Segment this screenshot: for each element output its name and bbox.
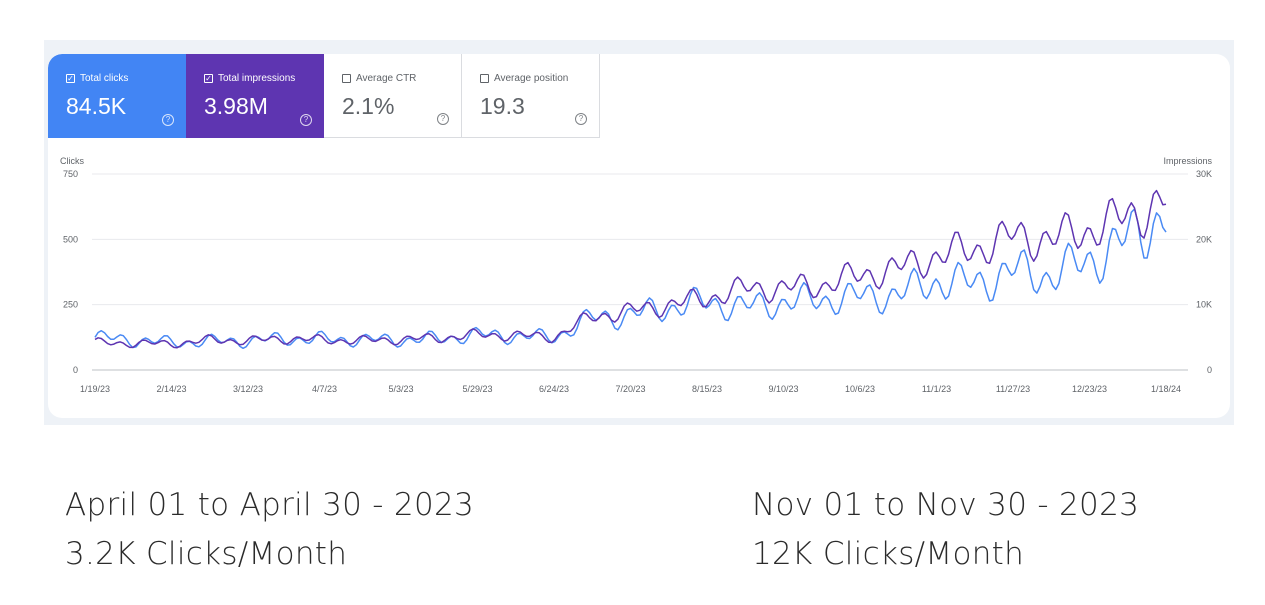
x-tick-label: 11/27/23 [996, 384, 1030, 394]
x-tick-label: 9/10/23 [768, 384, 798, 394]
x-tick-label: 8/15/23 [692, 384, 722, 394]
x-tick-label: 2/14/23 [156, 384, 186, 394]
left-date-range: April 01 to April 30 - 2023 [65, 487, 475, 523]
right-tick-label: 20K [1196, 234, 1212, 244]
right-tick-label: 10K [1196, 300, 1212, 310]
checkbox-unchecked-icon[interactable] [480, 74, 489, 83]
metric-tabs: ✓ Total clicks 84.5K ? ✓ Total impressions… [48, 54, 600, 138]
x-tick-label: 5/29/23 [462, 384, 492, 394]
left-tick-label: 0 [73, 365, 78, 375]
x-tick-label: 12/23/23 [1072, 384, 1107, 394]
x-tick-label: 3/12/23 [233, 384, 263, 394]
left-axis-title: Clicks [60, 156, 84, 166]
x-tick-label: 7/20/23 [615, 384, 645, 394]
help-icon[interactable]: ? [162, 114, 174, 126]
x-tick-label: 11/1/23 [922, 384, 951, 394]
series-line-clicks [94, 208, 1167, 350]
metric-total-clicks[interactable]: ✓ Total clicks 84.5K ? [48, 54, 186, 138]
metric-label: Total clicks [80, 73, 129, 84]
performance-card: ✓ Total clicks 84.5K ? ✓ Total impressions… [48, 54, 1230, 418]
right-clicks-stat: 12K Clicks/Month [752, 536, 1025, 572]
left-tick-label: 500 [63, 234, 78, 244]
x-tick-label: 4/7/23 [312, 384, 337, 394]
metric-value: 19.3 [480, 93, 525, 119]
series-line-impressions [94, 189, 1167, 349]
right-tick-label: 0 [1207, 365, 1212, 375]
left-tick-label: 250 [63, 300, 78, 310]
right-axis-title: Impressions [1163, 156, 1212, 166]
x-tick-label: 6/24/23 [539, 384, 569, 394]
metric-value: 3.98M [204, 93, 268, 119]
right-date-range: Nov 01 to Nov 30 - 2023 [752, 487, 1140, 523]
metric-average-position[interactable]: Average position 19.3 ? [462, 54, 600, 138]
right-tick-label: 30K [1196, 169, 1212, 179]
checkbox-checked-icon[interactable]: ✓ [66, 74, 75, 83]
x-tick-label: 10/6/23 [845, 384, 875, 394]
help-icon[interactable]: ? [575, 113, 587, 125]
metric-total-impressions[interactable]: ✓ Total impressions 3.98M ? [186, 54, 324, 138]
performance-panel: ✓ Total clicks 84.5K ? ✓ Total impressions… [44, 40, 1234, 425]
metric-label: Average CTR [356, 73, 417, 84]
help-icon[interactable]: ? [437, 113, 449, 125]
left-tick-label: 750 [63, 169, 78, 179]
x-tick-label: 5/3/23 [388, 384, 413, 394]
performance-chart: 0 250 500 750 0 10K 20K 30K Clicks Impressions 1/1… [60, 156, 1213, 394]
x-tick-label: 1/19/23 [80, 384, 110, 394]
checkbox-checked-icon[interactable]: ✓ [204, 74, 213, 83]
metric-label: Total impressions [218, 73, 296, 84]
x-tick-label: 1/18/24 [1151, 384, 1181, 394]
checkbox-unchecked-icon[interactable] [342, 74, 351, 83]
help-icon[interactable]: ? [300, 114, 312, 126]
left-clicks-stat: 3.2K Clicks/Month [65, 536, 348, 572]
metric-value: 84.5K [66, 93, 127, 119]
metric-value: 2.1% [342, 93, 395, 119]
metric-average-ctr[interactable]: Average CTR 2.1% ? [324, 54, 462, 138]
metric-label: Average position [494, 73, 569, 84]
